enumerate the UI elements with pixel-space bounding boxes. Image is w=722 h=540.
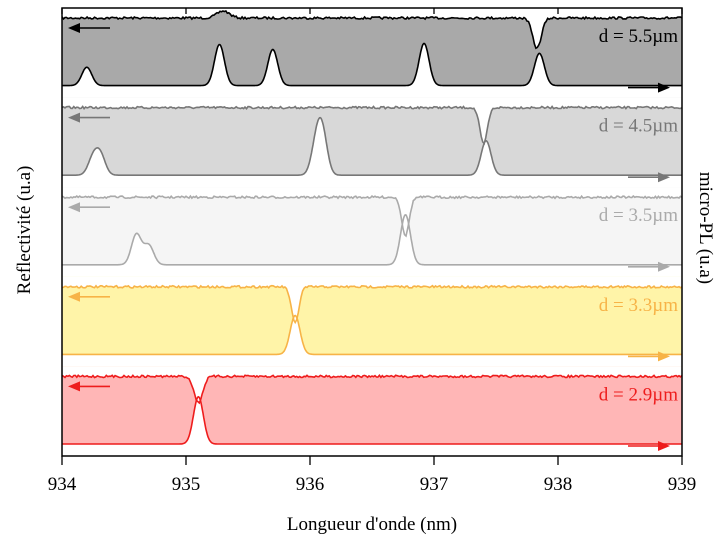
panel-background <box>62 366 682 456</box>
reflectivity-curve <box>61 105 683 146</box>
panel-background <box>62 276 682 367</box>
x-tick-label: 937 <box>420 474 449 495</box>
pl-curve <box>62 42 682 87</box>
x-tick-label: 938 <box>544 474 573 495</box>
x-tick-label: 935 <box>172 474 201 495</box>
x-tick-label: 939 <box>668 474 697 495</box>
panel-1: d = 5.5µm <box>61 8 683 98</box>
pl-curve <box>62 116 682 176</box>
reflectivity-curve <box>61 10 683 50</box>
panel-background <box>62 187 682 277</box>
pl-curve <box>62 314 682 356</box>
arrow-right-icon <box>628 172 670 183</box>
x-tick-label: 936 <box>296 474 325 495</box>
plot-frame <box>61 7 683 457</box>
reflectivity-clear-area <box>62 187 682 236</box>
arrow-left-icon <box>68 291 110 302</box>
panel-2: d = 4.5µm <box>61 97 683 188</box>
panel-background <box>62 8 682 98</box>
arrow-left-icon <box>68 381 110 392</box>
panel-label: d = 5.5µm <box>599 26 678 47</box>
reflectivity-clear-area <box>62 97 682 144</box>
x-tick-label: 934 <box>48 474 77 495</box>
panel-3: d = 3.5µm <box>61 187 683 277</box>
pl-curve <box>62 395 682 445</box>
pl-clear-area <box>62 214 682 277</box>
arrow-right-icon <box>628 82 670 93</box>
reflectivity-clear-area <box>62 276 682 323</box>
reflectivity-curve <box>61 284 683 325</box>
pl-clear-area <box>62 315 682 367</box>
reflectivity-curve <box>61 194 683 238</box>
arrow-right-icon <box>628 261 670 272</box>
reflectivity-clear-area <box>62 8 682 49</box>
arrow-right-icon <box>628 351 670 362</box>
x-axis-label: Longueur d'onde (nm) <box>287 514 457 535</box>
pl-clear-area <box>62 43 682 98</box>
panel-label: d = 3.5µm <box>599 205 678 226</box>
panel-4: d = 3.3µm <box>61 276 683 367</box>
arrow-left-icon <box>68 202 110 213</box>
y-axis-label-right: micro-PL (u.a) <box>695 172 716 284</box>
y-axis-label-left: Reflectivité (u.a) <box>14 166 35 295</box>
panel-background <box>62 97 682 188</box>
pl-clear-area <box>62 117 682 188</box>
panel-label: d = 3.3µm <box>599 295 678 316</box>
panel-5: d = 2.9µm <box>61 366 683 456</box>
arrow-left-icon <box>68 112 110 123</box>
panel-label: d = 4.5µm <box>599 116 678 137</box>
reflectivity-curve <box>61 374 683 405</box>
panels: d = 5.5µm d = 4.5µm d = 3.5µm d = 3.3µm d = … <box>61 8 683 456</box>
x-axis-ticks: 934 935 936 937 938 939 <box>48 8 697 495</box>
arrow-right-icon <box>628 441 670 451</box>
arrow-left-icon <box>68 23 110 33</box>
panel-label: d = 2.9µm <box>599 384 678 405</box>
pl-curve <box>62 214 682 266</box>
